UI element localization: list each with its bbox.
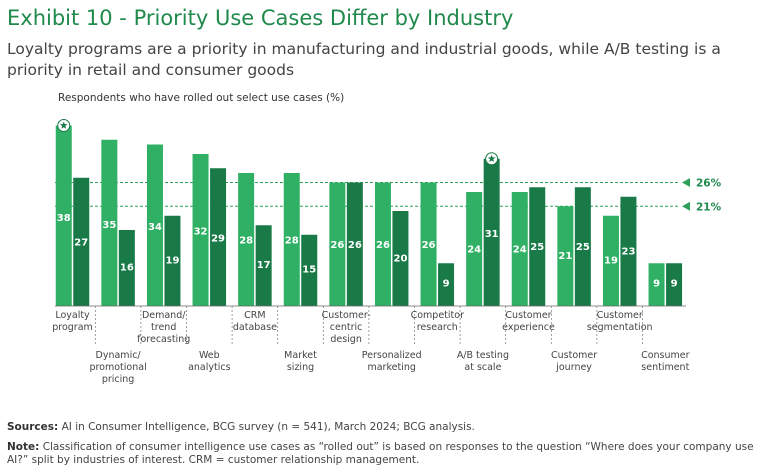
bar-value-label: 25 <box>576 242 590 253</box>
category-label: CRM database <box>233 310 277 333</box>
note-line: Note: Classification of consumer intelli… <box>7 441 762 467</box>
bar <box>557 206 574 306</box>
bar-value-label: 9 <box>671 278 678 289</box>
chart-title: Exhibit 10 - Priority Use Cases Differ b… <box>7 6 514 30</box>
bar <box>620 196 637 306</box>
sources-label: Sources: <box>7 421 59 433</box>
note-text: Classification of consumer intelligence … <box>7 441 754 466</box>
bar <box>238 173 255 306</box>
bar-value-label: 24 <box>467 244 481 255</box>
bar <box>192 154 209 306</box>
bar-value-label: 27 <box>74 238 88 249</box>
bar <box>574 187 591 306</box>
bar-value-label: 17 <box>257 260 271 271</box>
reference-line-label: 21% <box>696 201 722 213</box>
bar-value-label: 35 <box>102 220 116 231</box>
note-label: Note: <box>7 441 40 453</box>
bar <box>602 215 619 306</box>
bar <box>666 263 683 306</box>
bar <box>483 158 500 306</box>
category-label: Customer-centric design <box>322 310 371 345</box>
star-icon <box>59 121 68 129</box>
reference-arrow <box>682 201 690 211</box>
category-label: Loyalty program <box>52 310 93 333</box>
bar <box>374 182 391 306</box>
bar-value-label: 23 <box>621 247 635 258</box>
bar-value-label: 28 <box>239 235 253 246</box>
bar-value-label: 19 <box>165 256 179 267</box>
star-icon <box>487 154 496 162</box>
bar-value-label: 26 <box>422 240 436 251</box>
bar <box>101 139 118 306</box>
category-label: Consumer sentiment <box>641 350 690 373</box>
bar <box>146 144 163 306</box>
category-label: Web analytics <box>188 350 231 373</box>
bar <box>55 125 72 306</box>
bar-value-label: 15 <box>302 265 316 276</box>
category-label: A/B testing at scale <box>457 350 509 373</box>
bar-value-label: 29 <box>211 233 225 244</box>
bar-value-label: 32 <box>194 227 208 238</box>
bar <box>529 187 546 306</box>
bar <box>210 168 227 306</box>
category-label: Market sizing <box>284 350 317 373</box>
category-label: Competitor research <box>411 310 464 333</box>
bar-value-label: 34 <box>148 222 162 233</box>
bar <box>301 234 318 306</box>
bar-value-label: 19 <box>604 256 618 267</box>
bar <box>420 182 437 306</box>
category-label: Personalized marketing <box>362 350 422 373</box>
category-label: Customer segmentation <box>587 310 653 333</box>
bar-value-label: 26 <box>330 240 344 251</box>
bar <box>73 177 90 306</box>
bar <box>346 182 363 306</box>
bar <box>466 192 483 306</box>
bar-value-label: 24 <box>513 244 527 255</box>
bar <box>511 192 528 306</box>
category-label: Customer journey <box>551 350 597 373</box>
bar-value-label: 38 <box>57 213 71 224</box>
bar-value-label: 21 <box>558 251 572 262</box>
bar-value-label: 26 <box>376 240 390 251</box>
bar-value-label: 28 <box>285 235 299 246</box>
bar-value-label: 20 <box>393 253 407 264</box>
bar <box>648 263 665 306</box>
reference-arrow <box>682 178 690 187</box>
category-label: Dynamic/promotional pricing <box>89 350 146 385</box>
bar-value-label: 31 <box>485 229 499 240</box>
y-axis-label: Respondents who have rolled out select u… <box>58 92 345 104</box>
bar <box>118 230 135 306</box>
chart-subtitle: Loyalty programs are a priority in manuf… <box>7 40 721 79</box>
bar <box>255 225 272 306</box>
bar-value-label: 25 <box>530 242 544 253</box>
category-label: Demand/trend forecasting <box>137 310 190 345</box>
bar <box>438 263 455 306</box>
bar <box>164 215 181 306</box>
bar <box>283 173 300 306</box>
category-label: Customer experience <box>502 310 555 333</box>
sources-text: AI in Consumer Intelligence, BCG survey … <box>61 421 475 433</box>
bar-value-label: 16 <box>120 262 134 273</box>
bar-value-label: 9 <box>443 278 450 289</box>
bar-value-label: 9 <box>653 278 660 289</box>
bar <box>392 211 409 306</box>
reference-line-label: 26% <box>696 178 722 190</box>
bar <box>329 182 346 306</box>
bar-value-label: 26 <box>348 240 362 251</box>
sources-line: Sources: AI in Consumer Intelligence, BC… <box>7 421 762 434</box>
